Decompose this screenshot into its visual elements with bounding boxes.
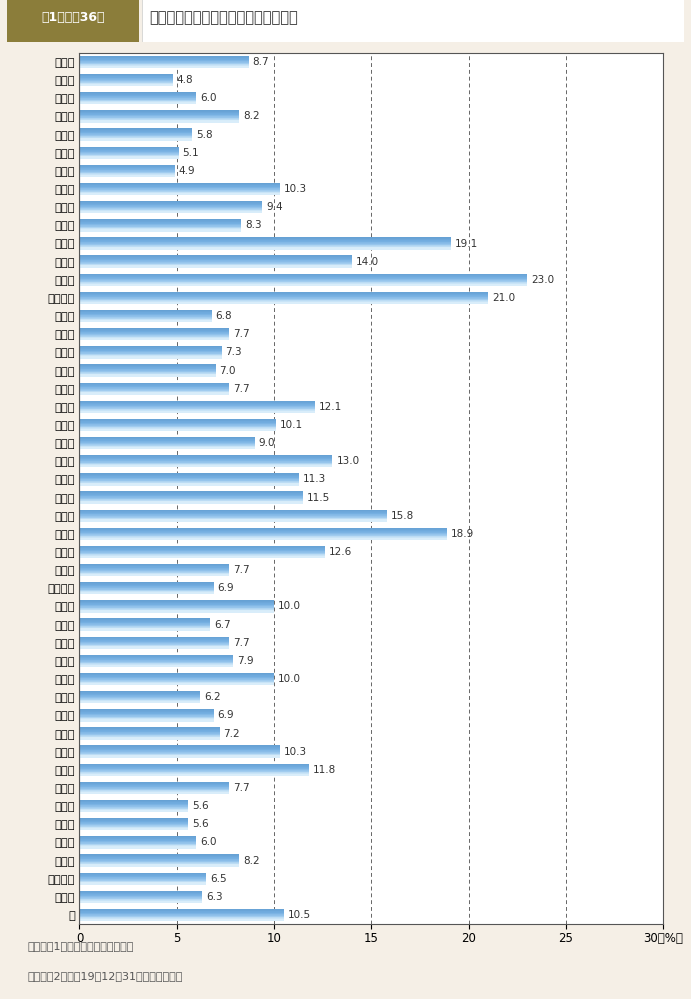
Text: 7.7: 7.7 [234,330,250,340]
Text: 市区町村議会議員に占める女性の割合: 市区町村議会議員に占める女性の割合 [149,10,298,26]
Text: 6.3: 6.3 [206,892,223,902]
Text: 8.2: 8.2 [243,112,260,122]
Text: 5.1: 5.1 [182,148,199,158]
Text: 6.7: 6.7 [214,619,230,629]
Text: （備考）1．総務省資料より作成。: （備考）1．総務省資料より作成。 [27,941,133,951]
Text: 7.7: 7.7 [234,637,250,647]
Text: 7.2: 7.2 [223,728,240,738]
Text: 6.8: 6.8 [216,311,232,321]
Text: 11.3: 11.3 [303,475,327,485]
Text: 14.0: 14.0 [356,257,379,267]
Text: 8.7: 8.7 [253,57,269,67]
Text: 7.7: 7.7 [234,783,250,793]
Text: 7.7: 7.7 [234,565,250,575]
Text: 7.0: 7.0 [220,366,236,376]
Text: 6.0: 6.0 [200,93,217,103]
Text: 2．平成19年12月31日現在の数字。: 2．平成19年12月31日現在の数字。 [27,971,182,981]
Text: 6.9: 6.9 [218,710,234,720]
Text: 6.5: 6.5 [210,874,227,884]
Text: 5.6: 5.6 [192,801,209,811]
Text: 7.3: 7.3 [225,348,242,358]
Text: 7.9: 7.9 [237,656,254,666]
Text: 第1－特－36図: 第1－特－36図 [41,11,104,25]
FancyBboxPatch shape [142,0,684,42]
Text: 4.9: 4.9 [179,166,196,176]
Text: 8.2: 8.2 [243,855,260,865]
Text: 10.0: 10.0 [278,601,301,611]
Text: 6.9: 6.9 [218,583,234,593]
Text: 10.0: 10.0 [278,674,301,684]
Text: 7.7: 7.7 [234,384,250,394]
Text: 5.6: 5.6 [192,819,209,829]
Text: 10.3: 10.3 [284,184,307,194]
Text: 12.1: 12.1 [319,402,342,412]
Text: 23.0: 23.0 [531,275,554,285]
Text: 10.5: 10.5 [287,910,311,920]
FancyBboxPatch shape [7,0,139,42]
Text: 15.8: 15.8 [391,510,414,520]
Text: 9.4: 9.4 [266,202,283,212]
Text: 11.5: 11.5 [307,493,330,502]
Text: 9.0: 9.0 [258,439,275,449]
Text: 11.8: 11.8 [313,765,337,775]
Text: 10.3: 10.3 [284,746,307,756]
Text: 5.8: 5.8 [196,130,213,140]
Text: 10.1: 10.1 [280,420,303,430]
Text: 13.0: 13.0 [337,457,359,467]
Text: 18.9: 18.9 [451,528,475,538]
Text: 19.1: 19.1 [455,239,478,249]
Text: 6.2: 6.2 [204,692,220,702]
Text: 4.8: 4.8 [177,75,193,85]
Text: 8.3: 8.3 [245,221,261,231]
Text: 12.6: 12.6 [329,547,352,557]
Text: 21.0: 21.0 [492,293,515,303]
Text: 6.0: 6.0 [200,837,217,847]
